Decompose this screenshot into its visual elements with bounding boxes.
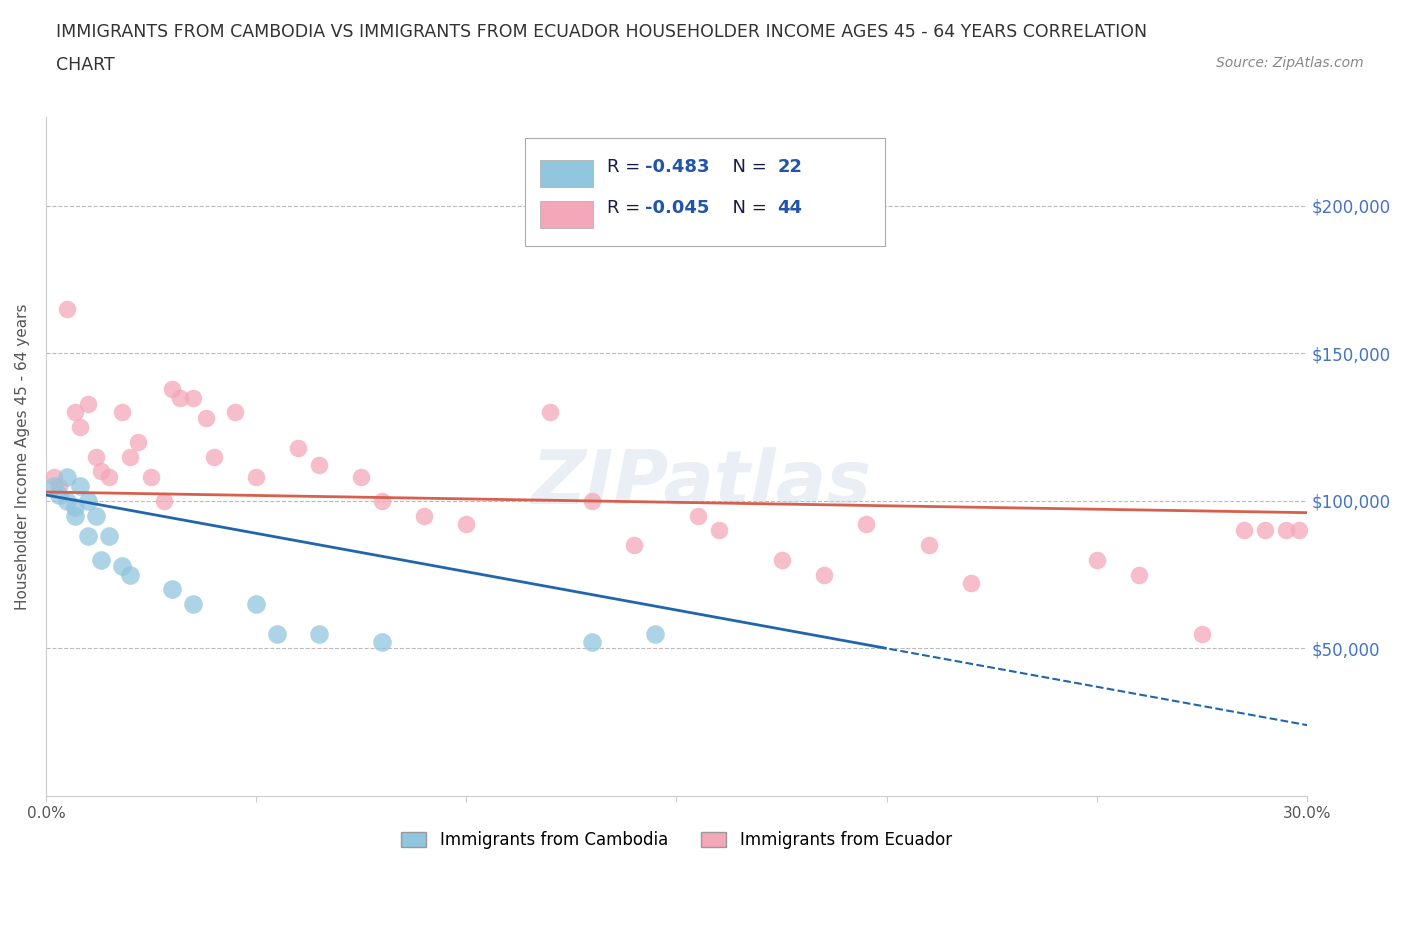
- Point: [855, 517, 877, 532]
- Point: [169, 391, 191, 405]
- Point: [1275, 523, 1298, 538]
- Point: [56, 494, 79, 509]
- Point: [127, 434, 149, 449]
- Point: [623, 538, 645, 552]
- Point: [118, 567, 141, 582]
- Point: [118, 449, 141, 464]
- Point: [152, 494, 174, 509]
- Point: [581, 494, 603, 509]
- Point: [308, 458, 330, 472]
- Point: [245, 597, 267, 612]
- Point: [48, 479, 70, 494]
- Text: 22: 22: [778, 158, 803, 176]
- Point: [538, 405, 561, 419]
- Point: [98, 529, 121, 544]
- Text: IMMIGRANTS FROM CAMBODIA VS IMMIGRANTS FROM ECUADOR HOUSEHOLDER INCOME AGES 45 -: IMMIGRANTS FROM CAMBODIA VS IMMIGRANTS F…: [56, 23, 1147, 41]
- Point: [202, 449, 225, 464]
- Point: [77, 494, 100, 509]
- Point: [194, 411, 217, 426]
- FancyBboxPatch shape: [526, 138, 884, 246]
- Point: [65, 405, 87, 419]
- Point: [1254, 523, 1277, 538]
- Point: [69, 479, 91, 494]
- Point: [371, 635, 394, 650]
- Point: [350, 470, 373, 485]
- Point: [44, 470, 66, 485]
- Point: [918, 538, 941, 552]
- Point: [413, 508, 436, 523]
- Point: [111, 558, 134, 573]
- Point: [181, 597, 204, 612]
- Point: [308, 626, 330, 641]
- Legend: Immigrants from Cambodia, Immigrants from Ecuador: Immigrants from Cambodia, Immigrants fro…: [395, 824, 959, 856]
- Text: -0.483: -0.483: [645, 158, 710, 176]
- Point: [160, 582, 183, 597]
- Point: [1191, 626, 1213, 641]
- Point: [77, 396, 100, 411]
- Point: [69, 419, 91, 434]
- Point: [98, 470, 121, 485]
- Point: [65, 499, 87, 514]
- Point: [65, 508, 87, 523]
- Point: [813, 567, 835, 582]
- Point: [1085, 552, 1108, 567]
- FancyBboxPatch shape: [540, 201, 593, 228]
- Point: [224, 405, 246, 419]
- Text: 44: 44: [778, 199, 803, 217]
- Point: [1128, 567, 1150, 582]
- Point: [139, 470, 162, 485]
- Point: [77, 529, 100, 544]
- Text: CHART: CHART: [56, 56, 115, 73]
- Point: [90, 464, 112, 479]
- Point: [1288, 523, 1310, 538]
- Point: [48, 487, 70, 502]
- FancyBboxPatch shape: [540, 160, 593, 187]
- Text: N =: N =: [721, 158, 772, 176]
- Point: [111, 405, 134, 419]
- Point: [707, 523, 730, 538]
- Point: [266, 626, 288, 641]
- Point: [1233, 523, 1256, 538]
- Text: R =: R =: [607, 199, 647, 217]
- Text: Source: ZipAtlas.com: Source: ZipAtlas.com: [1216, 56, 1364, 70]
- Point: [456, 517, 478, 532]
- Point: [245, 470, 267, 485]
- Text: R =: R =: [607, 158, 647, 176]
- Point: [56, 301, 79, 316]
- Text: -0.045: -0.045: [645, 199, 710, 217]
- Point: [90, 552, 112, 567]
- Point: [581, 635, 603, 650]
- Point: [44, 479, 66, 494]
- Point: [371, 494, 394, 509]
- Point: [959, 576, 981, 591]
- Point: [644, 626, 666, 641]
- Point: [86, 449, 108, 464]
- Y-axis label: Householder Income Ages 45 - 64 years: Householder Income Ages 45 - 64 years: [15, 303, 30, 610]
- Text: ZIPatlas: ZIPatlas: [531, 447, 872, 520]
- Point: [770, 552, 793, 567]
- Point: [86, 508, 108, 523]
- Text: N =: N =: [721, 199, 772, 217]
- Point: [56, 470, 79, 485]
- Point: [160, 381, 183, 396]
- Point: [181, 391, 204, 405]
- Point: [686, 508, 709, 523]
- Point: [287, 440, 309, 455]
